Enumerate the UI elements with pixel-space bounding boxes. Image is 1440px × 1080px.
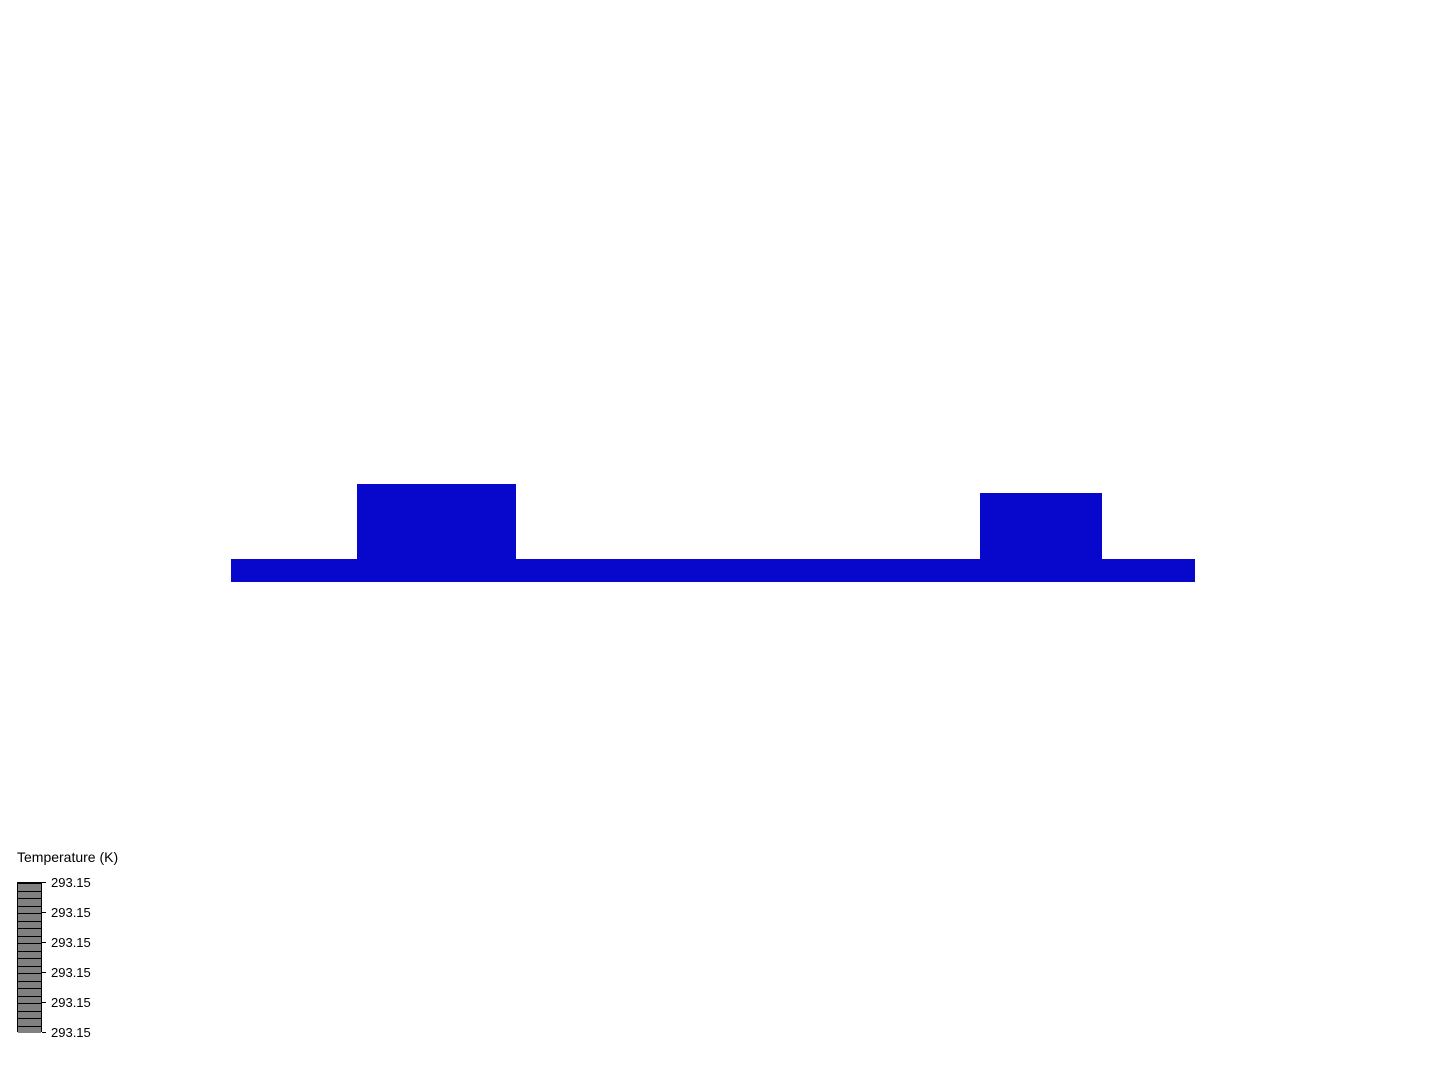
legend-band <box>18 1003 41 1011</box>
legend-tick-mark <box>42 882 46 883</box>
legend-band <box>18 898 41 906</box>
plot-canvas: Temperature (K) 293.15 293.15 293.15 293.15… <box>0 0 1440 1080</box>
legend-band <box>18 973 41 981</box>
legend-band <box>18 936 41 944</box>
legend-band <box>18 1026 41 1034</box>
legend-tick-label: 293.15 <box>51 876 91 889</box>
legend-band <box>18 883 41 891</box>
legend-tick-label: 293.15 <box>51 906 91 919</box>
legend-tick-label: 293.15 <box>51 996 91 1009</box>
legend-band <box>18 891 41 899</box>
legend-band <box>18 966 41 974</box>
legend-band <box>18 958 41 966</box>
legend-title: Temperature (K) <box>17 849 118 865</box>
legend-colorbar <box>17 882 42 1032</box>
legend-band <box>18 913 41 921</box>
legend-band <box>18 1011 41 1019</box>
legend-band <box>18 921 41 929</box>
legend-tick-mark <box>42 1002 46 1003</box>
left-block <box>357 484 516 560</box>
legend-tick-label: 293.15 <box>51 936 91 949</box>
legend-band <box>18 951 41 959</box>
legend-band <box>18 906 41 914</box>
legend-band <box>18 928 41 936</box>
legend-tick-mark <box>42 942 46 943</box>
legend-band <box>18 943 41 951</box>
legend-tick-label: 293.15 <box>51 1026 91 1039</box>
legend-tick-mark <box>42 972 46 973</box>
legend-band <box>18 981 41 989</box>
legend-band <box>18 988 41 996</box>
legend-band <box>18 1018 41 1026</box>
right-block <box>980 493 1102 560</box>
legend-tick-mark <box>42 1032 46 1033</box>
legend-tick-mark <box>42 912 46 913</box>
legend-tick-label: 293.15 <box>51 966 91 979</box>
baseplate-bar <box>231 559 1195 582</box>
legend-band <box>18 996 41 1004</box>
